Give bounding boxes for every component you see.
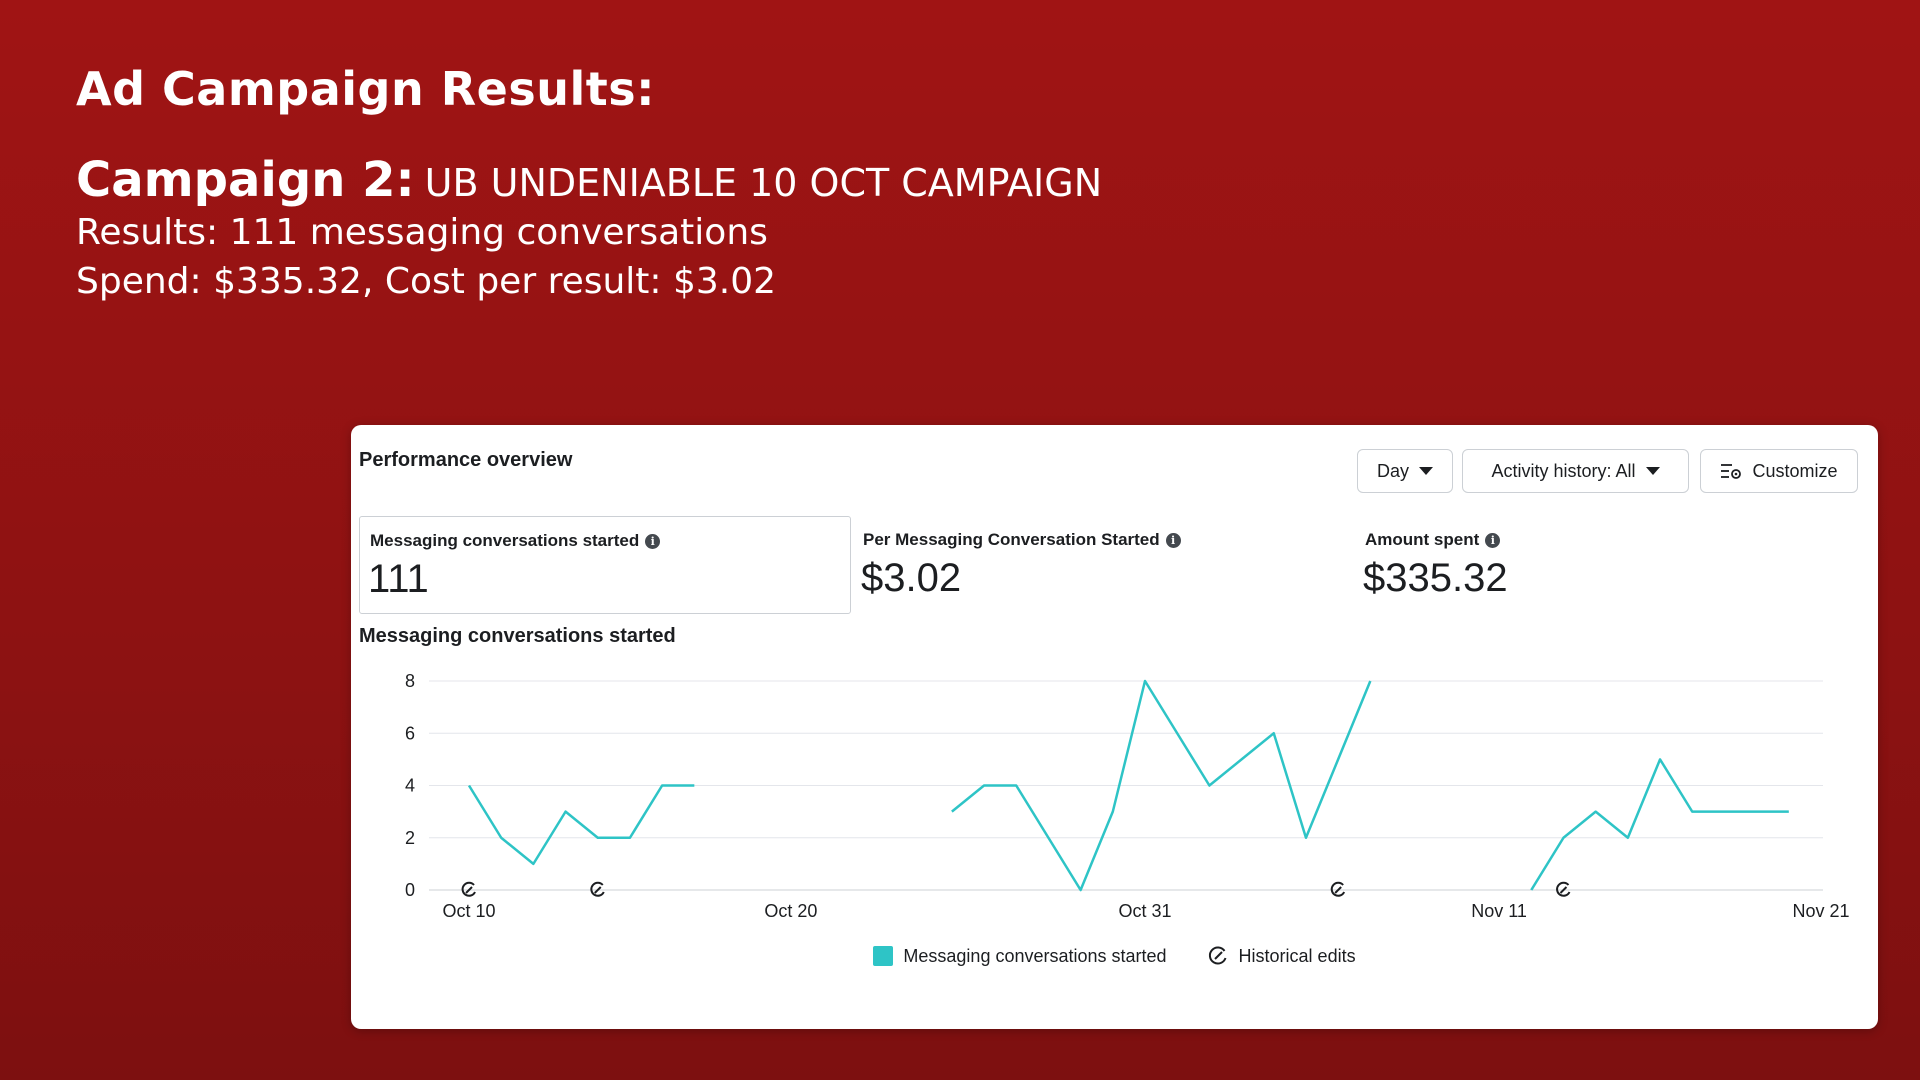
campaign-heading: Campaign 2: UB UNDENIABLE 10 OCT CAMPAIGN bbox=[76, 152, 1102, 208]
metric-value-conversations: 111 bbox=[368, 557, 429, 601]
historical-edit-icon bbox=[1330, 881, 1346, 897]
x-tick-label: Nov 11 bbox=[1471, 901, 1527, 921]
y-tick-label: 8 bbox=[405, 671, 415, 691]
metric-value-amount-spent: $335.32 bbox=[1363, 556, 1508, 600]
historical-edit-icon-stroke bbox=[465, 886, 473, 894]
historical-edit-icon bbox=[1208, 946, 1226, 965]
historical-edit-icon-stroke bbox=[594, 886, 602, 894]
series-line bbox=[1530, 758, 1789, 891]
legend-swatch bbox=[873, 946, 894, 966]
x-tick-label: Nov 21 bbox=[1792, 901, 1849, 921]
historical-edit-marker bbox=[1556, 881, 1571, 897]
historical-edit-icon-stroke bbox=[1559, 886, 1568, 894]
campaign-label: Campaign 2: bbox=[76, 152, 415, 208]
y-tick-label: 2 bbox=[405, 828, 415, 848]
chevron-down-icon bbox=[1419, 467, 1433, 475]
legend-series-label: Messaging conversations started bbox=[903, 945, 1167, 966]
day-dropdown-label: Day bbox=[1376, 460, 1409, 481]
campaign-name: UB UNDENIABLE 10 OCT CAMPAIGN bbox=[424, 161, 1103, 205]
historical-edit-marker bbox=[461, 881, 476, 897]
x-tick-label: Oct 10 bbox=[442, 901, 495, 921]
metric-card-cost-per-result[interactable]: Per Messaging Conversation Started i $3.… bbox=[861, 516, 1351, 614]
info-icon[interactable]: i bbox=[645, 533, 661, 549]
metric-label-text: Messaging conversations started bbox=[370, 531, 640, 550]
historical-edit-icon bbox=[461, 881, 476, 897]
historical-edit-icon bbox=[590, 881, 605, 897]
legend-edits-label: Historical edits bbox=[1238, 945, 1356, 966]
metric-value-cost-per-result: $3.02 bbox=[861, 556, 962, 600]
x-tick-label: Oct 31 bbox=[1118, 901, 1171, 921]
activity-history-dropdown[interactable]: Activity history: All bbox=[1462, 449, 1689, 493]
series-line bbox=[467, 784, 695, 866]
legend-item-series[interactable]: Messaging conversations started bbox=[873, 945, 1167, 967]
customize-label: Customize bbox=[1752, 460, 1838, 481]
customize-icon bbox=[1721, 464, 1742, 479]
panel-title: Performance overview bbox=[359, 449, 573, 471]
metric-card-amount-spent[interactable]: Amount spent i $335.32 bbox=[1363, 516, 1853, 614]
historical-edit-marker bbox=[1330, 881, 1346, 897]
performance-overview-panel: Performance overview Day Activity histor… bbox=[351, 425, 1878, 1029]
info-icon[interactable]: i bbox=[1165, 532, 1181, 548]
legend-item-historical-edits[interactable]: Historical edits bbox=[1207, 945, 1356, 967]
metric-card-conversations[interactable]: Messaging conversations started i 111 bbox=[359, 516, 851, 614]
slide-title: Ad Campaign Results: bbox=[76, 62, 655, 116]
series-line bbox=[951, 679, 1372, 892]
historical-edit-icon bbox=[1556, 881, 1571, 897]
day-dropdown[interactable]: Day bbox=[1357, 449, 1453, 493]
metric-label-cost-per-result: Per Messaging Conversation Started i bbox=[863, 530, 1181, 550]
historical-edit-marker bbox=[590, 881, 605, 897]
activity-history-label: Activity history: All bbox=[1491, 460, 1636, 481]
line-chart: 0 2 4 6 8 Oct 10 Oct 20 Oct 31 Nov 11 Nov 21 bbox=[405, 671, 1850, 921]
customize-button[interactable]: Customize bbox=[1700, 449, 1858, 493]
info-icon[interactable]: i bbox=[1485, 532, 1501, 548]
metric-label-text: Per Messaging Conversation Started bbox=[863, 530, 1160, 549]
metric-label-conversations: Messaging conversations started i bbox=[370, 531, 661, 551]
metric-label-text: Amount spent bbox=[1365, 530, 1480, 549]
chart-legend: Messaging conversations started Historic… bbox=[351, 945, 1878, 967]
y-tick-label: 4 bbox=[405, 776, 415, 796]
chevron-down-icon bbox=[1645, 467, 1660, 475]
x-tick-label: Oct 20 bbox=[764, 901, 817, 921]
chart-title: Messaging conversations started bbox=[359, 625, 676, 647]
y-tick-label: 0 bbox=[405, 880, 415, 900]
spend-summary: Spend: $335.32, Cost per result: $3.02 bbox=[76, 261, 777, 302]
historical-edit-icon-stroke bbox=[1334, 886, 1342, 894]
y-tick-label: 6 bbox=[405, 723, 415, 743]
metric-label-amount-spent: Amount spent i bbox=[1365, 530, 1501, 550]
results-summary: Results: 111 messaging conversations bbox=[76, 212, 768, 253]
